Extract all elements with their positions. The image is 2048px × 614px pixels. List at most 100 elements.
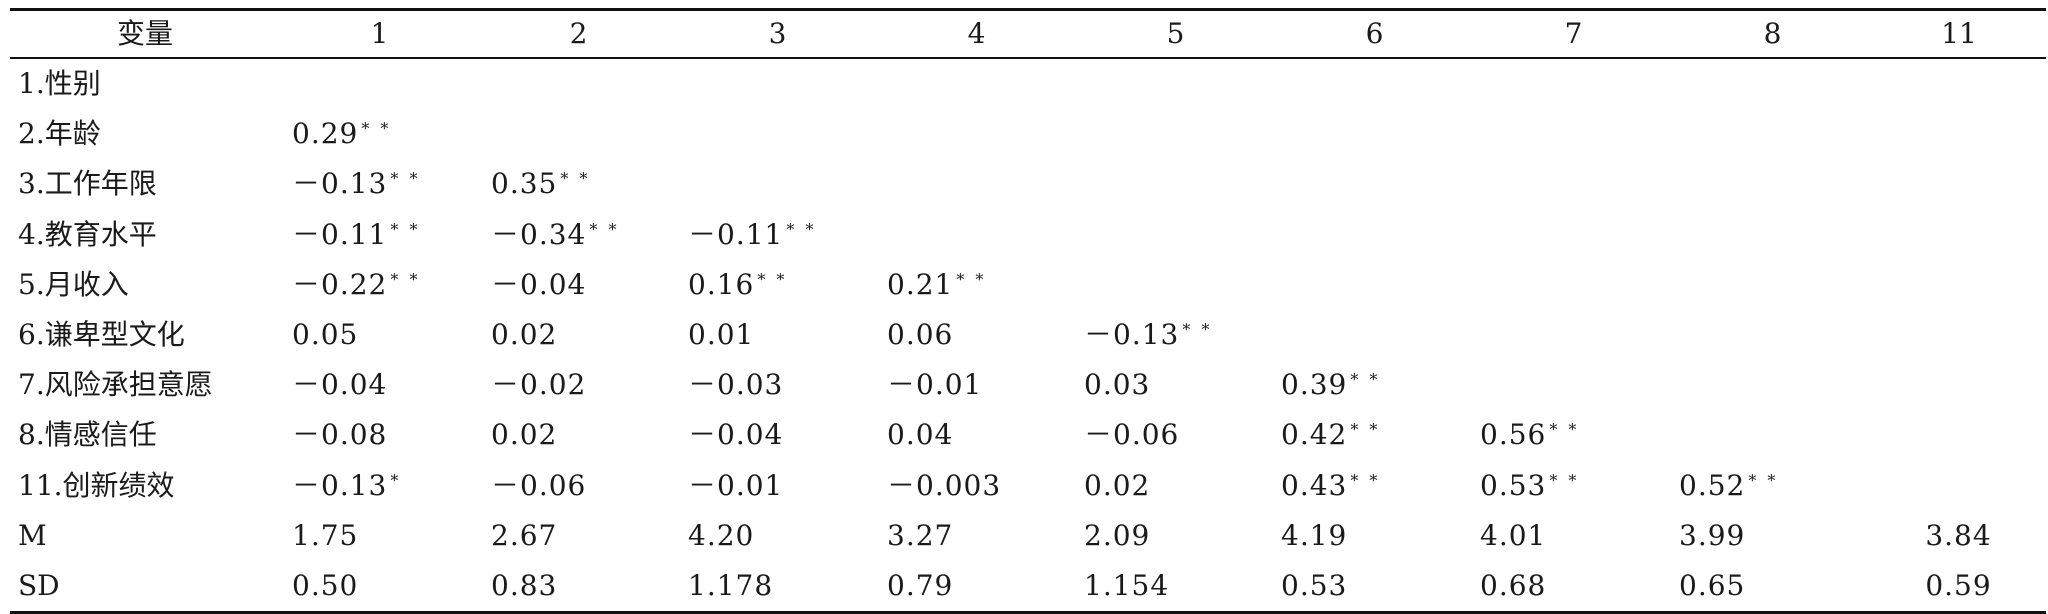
table-body: 1.性别 2.年龄 0.29 * * 3.工作年限 －0.13 * * 0.35 * * 4.教育… xyxy=(10,58,2046,613)
table-cell: 0.79 xyxy=(877,561,1076,613)
table-cell: 0.35 * * xyxy=(479,159,678,209)
table-cell: 1.75 xyxy=(280,511,479,561)
table-cell: 0.02 xyxy=(1076,461,1275,511)
table-cell xyxy=(1872,58,2046,109)
table-row: 11.创新绩效 －0.13 * －0.06 －0.01 －0.003 0.02 0.43 * *… xyxy=(10,461,2046,511)
cell-value: 0.01 xyxy=(688,318,755,352)
table-row: 3.工作年限 －0.13 * * 0.35 * * xyxy=(10,159,2046,209)
cell-value: －0.02 xyxy=(491,368,587,402)
cell-value: －0.13 xyxy=(292,468,388,502)
row-variable-label: 2.年龄 xyxy=(18,117,101,151)
table-cell: 0.52 * * xyxy=(1673,461,1872,511)
table-cell: 0.65 xyxy=(1673,561,1872,613)
table-cell xyxy=(1872,210,2046,260)
table-cell xyxy=(1673,159,1872,209)
table-cell: 0.01 xyxy=(678,310,877,360)
table-cell: 0.53 * * xyxy=(1474,461,1673,511)
table-cell xyxy=(1275,210,1474,260)
table-cell: 0.56 * * xyxy=(1474,410,1673,460)
significance-marker: * xyxy=(390,470,402,490)
table-cell xyxy=(1872,461,2046,511)
header-col-8: 8 xyxy=(1763,17,1782,50)
cell-value: 0.02 xyxy=(491,418,558,452)
row-variable-label: 8.情感信任 xyxy=(18,418,157,452)
table-cell: 0.02 xyxy=(479,310,678,360)
cell-value: －0.03 xyxy=(688,368,784,402)
table-cell xyxy=(877,58,1076,109)
cell-value: 0.05 xyxy=(292,318,359,352)
significance-marker: * * xyxy=(589,219,620,239)
table-cell xyxy=(678,159,877,209)
cell-value: 0.42 xyxy=(1281,418,1348,452)
significance-marker: * * xyxy=(390,269,421,289)
cell-value: －0.01 xyxy=(887,368,983,402)
table-cell xyxy=(1872,360,2046,410)
cell-value: 0.16 xyxy=(688,267,755,301)
header-col-7: 7 xyxy=(1564,17,1583,50)
cell-value: 0.59 xyxy=(1925,568,1992,602)
cell-value: －0.34 xyxy=(491,217,587,251)
table-cell: 1.178 xyxy=(678,561,877,613)
significance-marker: * * xyxy=(361,119,392,139)
cell-value: 4.01 xyxy=(1480,518,1547,552)
cell-value: 4.20 xyxy=(688,518,755,552)
table-cell xyxy=(1673,360,1872,410)
table-cell xyxy=(1673,109,1872,159)
cell-value: 0.39 xyxy=(1281,368,1348,402)
table-cell: 0.42 * * xyxy=(1275,410,1474,460)
table-cell xyxy=(877,109,1076,159)
table-cell xyxy=(1275,58,1474,109)
table-cell xyxy=(678,109,877,159)
cell-value: 0.04 xyxy=(887,418,954,452)
table-cell: －0.06 xyxy=(479,461,678,511)
table-cell: －0.04 xyxy=(479,260,678,310)
table-cell: 4.19 xyxy=(1275,511,1474,561)
table-cell xyxy=(1474,310,1673,360)
table-cell: 0.50 xyxy=(280,561,479,613)
table-row: 1.性别 xyxy=(10,58,2046,109)
table-row: 5.月收入 －0.22 * * －0.04 0.16 * * 0.21 * * xyxy=(10,260,2046,310)
table-cell xyxy=(1673,58,1872,109)
table-row: 8.情感信任 －0.08 0.02 －0.04 0.04 －0.06 0.42 * * 0.56… xyxy=(10,410,2046,460)
significance-marker: * * xyxy=(1549,420,1580,440)
table-cell: －0.13 * * xyxy=(1076,310,1275,360)
table-cell: 3.27 xyxy=(877,511,1076,561)
table-cell xyxy=(1673,210,1872,260)
cell-value: 1.154 xyxy=(1084,568,1170,602)
table-cell: 0.53 xyxy=(1275,561,1474,613)
table-cell: 2.67 xyxy=(479,511,678,561)
table-cell: －0.08 xyxy=(280,410,479,460)
cell-value: －0.13 xyxy=(1084,318,1180,352)
table-cell: 0.16 * * xyxy=(678,260,877,310)
cell-value: 2.67 xyxy=(491,518,558,552)
row-variable-label: 3.工作年限 xyxy=(18,167,157,201)
table-cell xyxy=(1673,310,1872,360)
table-cell: －0.06 xyxy=(1076,410,1275,460)
cell-value: －0.04 xyxy=(491,267,587,301)
table-cell xyxy=(1673,410,1872,460)
table-cell: 0.43 * * xyxy=(1275,461,1474,511)
table-cell: －0.01 xyxy=(877,360,1076,410)
header-col-2: 2 xyxy=(569,17,588,50)
cell-value: －0.08 xyxy=(292,418,388,452)
table-cell xyxy=(1076,260,1275,310)
table-cell xyxy=(479,109,678,159)
cell-value: 0.52 xyxy=(1679,468,1746,502)
cell-value: －0.11 xyxy=(688,217,784,251)
cell-value: －0.13 xyxy=(292,167,388,201)
cell-value: 0.79 xyxy=(887,568,954,602)
cell-value: 1.178 xyxy=(688,568,774,602)
table-cell: 0.03 xyxy=(1076,360,1275,410)
table-row: 6.谦卑型文化 0.05 0.02 0.01 0.06 －0.13 * * xyxy=(10,310,2046,360)
table-cell: －0.34 * * xyxy=(479,210,678,260)
cell-value: 2.09 xyxy=(1084,518,1151,552)
table-cell: 0.05 xyxy=(280,310,479,360)
table-cell: 4.20 xyxy=(678,511,877,561)
table-cell: 3.84 xyxy=(1872,511,2046,561)
row-variable-label: 11.创新绩效 xyxy=(18,468,175,502)
table-cell xyxy=(1474,109,1673,159)
table-cell: 0.68 xyxy=(1474,561,1673,613)
table-cell xyxy=(1872,260,2046,310)
cell-value: 0.02 xyxy=(1084,468,1151,502)
cell-value: 0.03 xyxy=(1084,368,1151,402)
